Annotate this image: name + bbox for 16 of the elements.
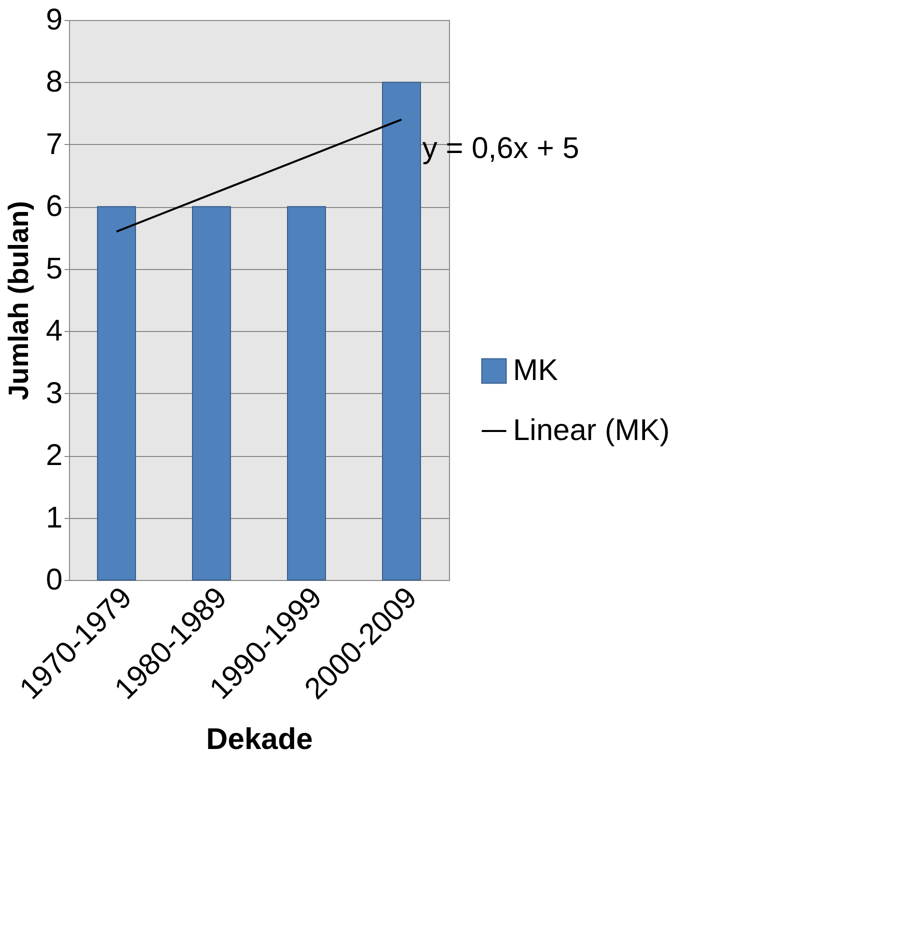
legend-label: Linear (MK) [513, 414, 670, 447]
y-tick-label: 6 [46, 190, 62, 224]
annotation: y = 0,6x + 5 [422, 132, 580, 165]
y-tick-label: 4 [46, 314, 62, 348]
y-tick-label: 3 [46, 376, 62, 410]
y-tick-label: 7 [46, 128, 62, 161]
y-tick-label: 2 [46, 439, 62, 472]
legend-label: MK [513, 354, 558, 387]
y-tick-label: 8 [46, 66, 62, 99]
y-tick-label: 5 [46, 252, 62, 286]
y-axis-title: Jumlah (bulan) [2, 200, 34, 400]
line-series [116, 118, 402, 233]
y-tick-label: 9 [46, 4, 62, 36]
x-axis-title: Dekade [206, 723, 313, 756]
y-tick-label: 1 [46, 501, 62, 534]
y-tick-label: 0 [46, 564, 62, 596]
